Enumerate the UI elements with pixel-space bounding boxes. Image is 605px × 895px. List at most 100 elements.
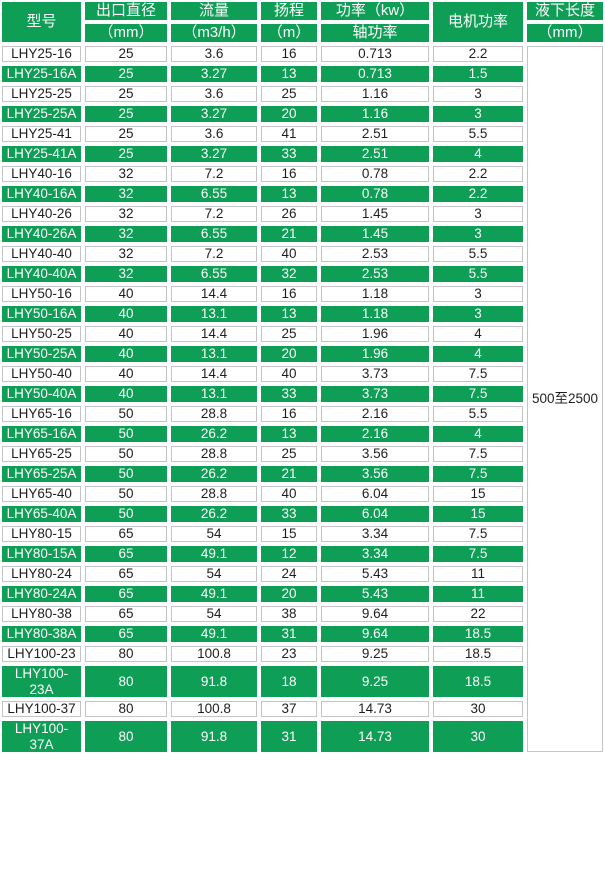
shaft-power-cell: 2.16	[319, 424, 431, 444]
flow-cell: 54	[169, 564, 259, 584]
header-head-unit: （m）	[259, 22, 319, 44]
shaft-power-cell: 1.45	[319, 224, 431, 244]
head-cell: 21	[259, 224, 319, 244]
motor-power-cell: 30	[431, 699, 525, 720]
motor-power-cell: 18.5	[431, 644, 525, 664]
table-row: LHY65-40A 50 26.2 33 6.04 15	[0, 504, 605, 524]
table-row: LHY40-16A 32 6.55 13 0.78 2.2	[0, 184, 605, 204]
head-cell: 20	[259, 584, 319, 604]
header-row-2: （mm） （m3/h） （m） 轴功率 （mm）	[0, 22, 605, 44]
flow-cell: 26.2	[169, 504, 259, 524]
diameter-cell: 40	[83, 344, 169, 364]
shaft-power-cell: 1.16	[319, 104, 431, 124]
flow-cell: 3.6	[169, 84, 259, 104]
motor-power-cell: 1.5	[431, 64, 525, 84]
table-row: LHY50-16 40 14.4 16 1.18 3	[0, 284, 605, 304]
flow-cell: 14.4	[169, 364, 259, 384]
motor-power-cell: 5.5	[431, 404, 525, 424]
model-cell: LHY40-26	[0, 204, 83, 224]
head-cell: 13	[259, 304, 319, 324]
motor-power-cell: 5.5	[431, 244, 525, 264]
table-row: LHY100-37 80 100.8 37 14.73 30	[0, 699, 605, 720]
table-row: LHY65-25A 50 26.2 21 3.56 7.5	[0, 464, 605, 484]
model-cell: LHY80-38	[0, 604, 83, 624]
shaft-power-cell: 5.43	[319, 564, 431, 584]
motor-power-cell: 2.2	[431, 44, 525, 64]
model-cell: LHY25-25	[0, 84, 83, 104]
head-cell: 21	[259, 464, 319, 484]
flow-cell: 6.55	[169, 184, 259, 204]
table-row: LHY40-26A 32 6.55 21 1.45 3	[0, 224, 605, 244]
head-cell: 24	[259, 564, 319, 584]
table-row: LHY25-16A 25 3.27 13 0.713 1.5	[0, 64, 605, 84]
model-cell: LHY100-37A	[0, 719, 83, 755]
model-cell: LHY50-40	[0, 364, 83, 384]
diameter-cell: 40	[83, 304, 169, 324]
shaft-power-cell: 5.43	[319, 584, 431, 604]
motor-power-cell: 4	[431, 424, 525, 444]
model-cell: LHY80-15	[0, 524, 83, 544]
diameter-cell: 32	[83, 224, 169, 244]
motor-power-cell: 15	[431, 504, 525, 524]
flow-cell: 28.8	[169, 484, 259, 504]
header-model: 型号	[0, 0, 83, 44]
diameter-cell: 65	[83, 564, 169, 584]
header-motor-power: 电机功率	[431, 0, 525, 44]
motor-power-cell: 3	[431, 304, 525, 324]
table-row: LHY100-37A 80 91.8 31 14.73 30	[0, 719, 605, 755]
motor-power-cell: 7.5	[431, 544, 525, 564]
model-cell: LHY80-15A	[0, 544, 83, 564]
diameter-cell: 65	[83, 584, 169, 604]
shaft-power-cell: 6.04	[319, 484, 431, 504]
head-cell: 20	[259, 104, 319, 124]
table-row: LHY65-40 50 28.8 40 6.04 15	[0, 484, 605, 504]
diameter-cell: 50	[83, 504, 169, 524]
flow-cell: 3.27	[169, 144, 259, 164]
diameter-cell: 50	[83, 404, 169, 424]
diameter-cell: 32	[83, 244, 169, 264]
motor-power-cell: 15	[431, 484, 525, 504]
diameter-cell: 65	[83, 524, 169, 544]
model-cell: LHY40-26A	[0, 224, 83, 244]
table-row: LHY25-25A 25 3.27 20 1.16 3	[0, 104, 605, 124]
header-flow-unit: （m3/h）	[169, 22, 259, 44]
diameter-cell: 50	[83, 484, 169, 504]
model-cell: LHY50-16	[0, 284, 83, 304]
model-cell: LHY50-25	[0, 324, 83, 344]
shaft-power-cell: 3.34	[319, 524, 431, 544]
model-cell: LHY25-25A	[0, 104, 83, 124]
model-cell: LHY65-40	[0, 484, 83, 504]
table-row: LHY40-40A 32 6.55 32 2.53 5.5	[0, 264, 605, 284]
model-cell: LHY65-16	[0, 404, 83, 424]
flow-cell: 54	[169, 604, 259, 624]
shaft-power-cell: 1.96	[319, 324, 431, 344]
pump-spec-table: 型号 出口直径 流量 扬程 功率（kw） 电机功率 液下长度 （mm） （m3/…	[0, 0, 605, 755]
header-liquid-depth: 液下长度	[525, 0, 605, 22]
diameter-cell: 50	[83, 464, 169, 484]
head-cell: 40	[259, 484, 319, 504]
head-cell: 25	[259, 84, 319, 104]
head-cell: 40	[259, 244, 319, 264]
shaft-power-cell: 1.18	[319, 284, 431, 304]
model-cell: LHY65-25A	[0, 464, 83, 484]
flow-cell: 100.8	[169, 699, 259, 720]
motor-power-cell: 2.2	[431, 184, 525, 204]
diameter-cell: 25	[83, 84, 169, 104]
diameter-cell: 65	[83, 624, 169, 644]
diameter-cell: 25	[83, 64, 169, 84]
shaft-power-cell: 6.04	[319, 504, 431, 524]
table-row: LHY50-40A 40 13.1 33 3.73 7.5	[0, 384, 605, 404]
motor-power-cell: 7.5	[431, 364, 525, 384]
flow-cell: 3.27	[169, 64, 259, 84]
table-row: LHY50-16A 40 13.1 13 1.18 3	[0, 304, 605, 324]
table-header: 型号 出口直径 流量 扬程 功率（kw） 电机功率 液下长度 （mm） （m3/…	[0, 0, 605, 44]
flow-cell: 13.1	[169, 304, 259, 324]
table-row: LHY65-25 50 28.8 25 3.56 7.5	[0, 444, 605, 464]
header-liquid-depth-unit: （mm）	[525, 22, 605, 44]
header-shaft-power: 轴功率	[319, 22, 431, 44]
flow-cell: 28.8	[169, 444, 259, 464]
diameter-cell: 80	[83, 719, 169, 755]
flow-cell: 14.4	[169, 324, 259, 344]
flow-cell: 49.1	[169, 584, 259, 604]
model-cell: LHY40-40A	[0, 264, 83, 284]
